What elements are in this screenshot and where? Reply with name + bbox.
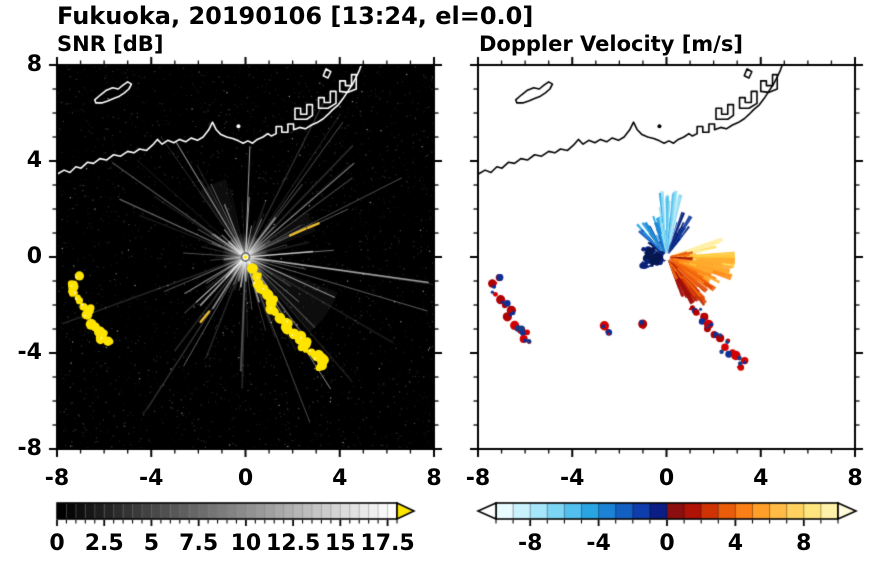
doppler-panel-title: Doppler Velocity [m/s] — [479, 32, 743, 56]
snr-panel-title: SNR [dB] — [57, 32, 164, 56]
snr-colorbar-label: 2.5 — [84, 531, 124, 556]
snr-y-tick-label: -8 — [17, 436, 42, 461]
snr-colorbar-label: 0 — [49, 531, 65, 556]
snr-colorbar-label: 12.5 — [265, 531, 321, 556]
doppler-x-tick-label: 8 — [847, 466, 863, 491]
doppler-colorbar-label: -4 — [586, 531, 611, 556]
snr-y-tick-label: 4 — [26, 148, 42, 173]
snr-y-tick-label: 8 — [26, 52, 42, 77]
doppler-x-tick-label: 0 — [658, 466, 675, 491]
snr-y-tick-label: 0 — [26, 244, 42, 269]
snr-colorbar-canvas — [45, 497, 430, 531]
snr-x-tick-label: 0 — [237, 466, 254, 491]
figure-title: Fukuoka, 20190106 [13:24, el=0.0] — [57, 2, 534, 30]
snr-colorbar-label: 7.5 — [179, 531, 219, 556]
doppler-x-tick-label: -4 — [560, 466, 585, 491]
snr-x-tick-label: 8 — [426, 466, 442, 491]
doppler-colorbar-label: -8 — [517, 531, 543, 556]
doppler-plot-canvas — [466, 53, 867, 469]
snr-colorbar-label: 5 — [143, 531, 160, 556]
doppler-colorbar-label: 4 — [727, 531, 744, 556]
snr-x-tick-label: 4 — [332, 466, 348, 491]
snr-colorbar-label: 17.5 — [360, 531, 415, 556]
doppler-colorbar-canvas — [454, 497, 866, 531]
snr-colorbar-label: 15 — [325, 531, 356, 556]
snr-x-tick-label: -4 — [139, 466, 164, 491]
doppler-x-tick-label: -8 — [465, 466, 491, 491]
doppler-x-tick-label: 4 — [753, 466, 769, 491]
snr-y-tick-label: -4 — [17, 340, 42, 365]
snr-plot-canvas — [45, 53, 446, 469]
snr-x-tick-label: -8 — [44, 466, 70, 491]
snr-colorbar-label: 10 — [230, 531, 262, 556]
doppler-colorbar-label: 8 — [796, 531, 812, 556]
doppler-colorbar-label: 0 — [659, 531, 675, 556]
